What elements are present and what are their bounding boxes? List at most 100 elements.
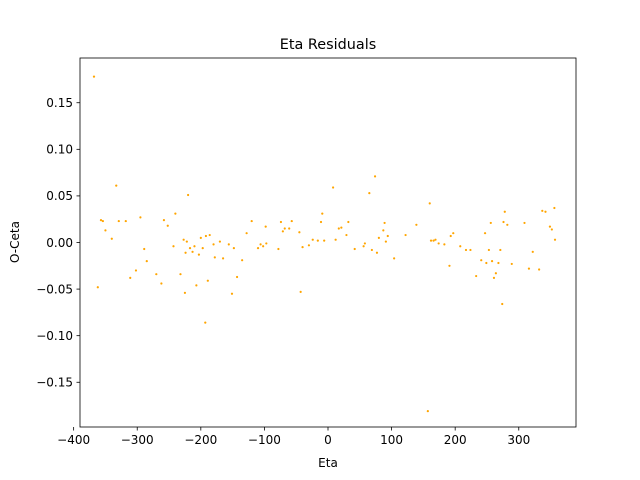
data-point-110	[494, 272, 497, 275]
data-point-91	[429, 239, 433, 242]
data-point-3	[101, 219, 104, 223]
data-point-95	[443, 243, 446, 246]
data-point-24	[185, 240, 188, 243]
data-point-35	[206, 279, 209, 282]
data-point-58	[290, 219, 293, 223]
data-point-89	[426, 410, 429, 413]
data-point-42	[230, 292, 234, 295]
data-point-13	[145, 260, 148, 263]
data-point-56	[283, 227, 286, 230]
y-tick-label: 0.15	[46, 96, 73, 110]
data-point-94	[437, 242, 440, 245]
data-point-6	[115, 184, 118, 187]
data-point-18	[172, 245, 175, 248]
data-point-63	[311, 238, 314, 241]
data-point-104	[483, 232, 487, 235]
data-point-36	[208, 233, 211, 237]
data-point-105	[485, 261, 488, 265]
y-tick-label: −0.05	[36, 282, 73, 296]
data-point-77	[368, 192, 371, 195]
data-point-30	[197, 253, 201, 256]
data-point-88	[415, 223, 418, 226]
data-point-117	[510, 262, 513, 266]
data-point-19	[174, 212, 177, 215]
data-point-47	[250, 219, 253, 223]
data-point-127	[553, 238, 557, 241]
data-point-66	[321, 212, 324, 215]
x-tick-label: 200	[444, 433, 467, 447]
data-point-101	[469, 248, 472, 252]
data-point-90	[428, 202, 431, 205]
x-tick-label: −300	[121, 433, 154, 447]
data-point-60	[299, 290, 302, 293]
data-point-52	[265, 242, 268, 245]
data-point-82	[382, 229, 385, 232]
data-point-49	[259, 243, 262, 246]
data-point-114	[502, 220, 505, 224]
data-point-48	[256, 246, 260, 250]
data-point-12	[143, 247, 146, 251]
x-tick-label: 100	[380, 433, 403, 447]
y-axis-title: O-Ceta	[8, 221, 22, 263]
data-point-123	[544, 210, 547, 213]
x-tick-label: −200	[184, 433, 217, 447]
data-point-106	[487, 248, 490, 252]
data-point-109	[492, 276, 496, 280]
data-point-5	[110, 237, 113, 240]
data-point-26	[188, 246, 192, 250]
chart-title: Eta Residuals	[280, 37, 376, 53]
data-point-32	[201, 246, 204, 250]
points-layer	[92, 75, 557, 413]
data-point-113	[501, 302, 504, 306]
data-point-41	[227, 243, 230, 246]
x-axis-title: Eta	[318, 456, 338, 470]
x-tick-label: 300	[507, 433, 530, 447]
data-point-80	[375, 251, 379, 254]
data-point-21	[182, 238, 185, 241]
data-point-118	[523, 221, 526, 225]
data-point-46	[245, 232, 248, 235]
data-point-103	[480, 259, 483, 262]
data-point-102	[475, 274, 478, 278]
data-point-73	[347, 220, 350, 224]
data-point-69	[334, 238, 337, 241]
data-point-98	[452, 232, 455, 235]
data-point-4	[104, 229, 107, 232]
data-point-65	[319, 220, 323, 224]
data-point-55	[281, 230, 284, 233]
data-point-121	[538, 268, 541, 271]
data-point-37	[212, 243, 215, 246]
y-tick-label: 0.00	[46, 236, 73, 250]
data-point-61	[301, 246, 304, 249]
x-tick-label: −400	[57, 433, 90, 447]
data-point-116	[506, 223, 509, 226]
data-point-81	[377, 236, 380, 239]
data-point-111	[497, 261, 500, 265]
data-point-20	[179, 273, 182, 276]
data-point-34	[204, 234, 208, 238]
data-point-15	[160, 282, 163, 285]
data-point-92	[432, 239, 435, 242]
data-point-14	[155, 273, 158, 276]
data-point-67	[323, 239, 326, 242]
data-point-64	[316, 239, 319, 242]
data-point-31	[199, 236, 202, 239]
data-point-27	[191, 250, 194, 253]
data-point-40	[221, 257, 225, 260]
data-point-59	[298, 231, 301, 234]
data-point-17	[166, 224, 169, 227]
data-point-84	[384, 240, 387, 243]
data-point-0	[92, 75, 96, 78]
y-tick-label: −0.10	[36, 329, 73, 343]
data-point-112	[499, 248, 502, 252]
data-point-87	[404, 233, 407, 237]
data-point-126	[553, 206, 556, 210]
data-point-29	[195, 284, 198, 287]
data-point-16	[162, 219, 166, 222]
data-point-1	[96, 286, 99, 289]
x-tick-label: −100	[248, 433, 281, 447]
data-point-33	[204, 321, 207, 324]
data-point-86	[393, 257, 396, 260]
y-tick-label: −0.15	[36, 376, 73, 390]
data-point-108	[490, 260, 494, 263]
